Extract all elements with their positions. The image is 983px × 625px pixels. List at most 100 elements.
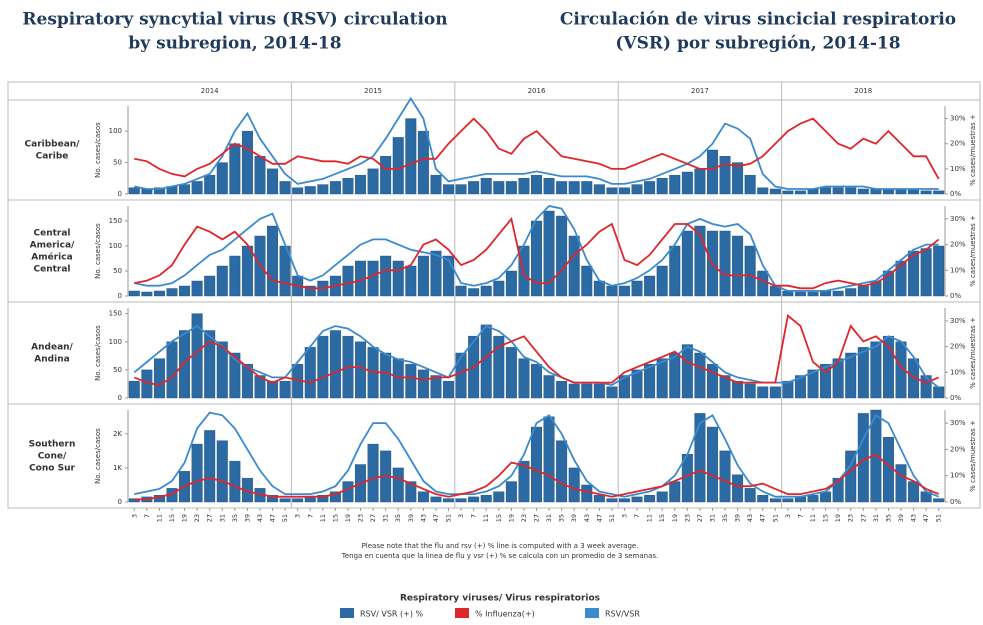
bar xyxy=(405,265,417,297)
line-series xyxy=(133,324,940,389)
bar xyxy=(505,347,517,399)
bar xyxy=(908,250,920,297)
bar xyxy=(694,168,706,195)
bar xyxy=(606,386,618,399)
bar xyxy=(480,494,492,503)
bar xyxy=(669,174,681,195)
x-tick-label: 23 xyxy=(847,514,855,522)
bar xyxy=(531,364,542,399)
bar xyxy=(518,178,530,195)
bar xyxy=(179,285,191,297)
bar xyxy=(229,255,241,297)
bar xyxy=(681,171,693,195)
bar xyxy=(417,130,429,195)
bar xyxy=(782,498,794,503)
bar xyxy=(392,137,404,195)
y2-tick-label: 0% xyxy=(950,190,961,198)
y-tick-label: 50 xyxy=(113,366,122,374)
bar xyxy=(543,375,555,399)
bar xyxy=(204,330,216,399)
bar xyxy=(832,187,844,195)
x-tick-label: 19 xyxy=(671,514,679,522)
x-tick-label: 35 xyxy=(721,514,729,522)
bar xyxy=(581,383,593,399)
bar xyxy=(882,437,894,503)
bar xyxy=(229,352,241,399)
x-tick-label: 47 xyxy=(269,514,277,522)
bar xyxy=(317,494,329,503)
bar xyxy=(128,187,140,195)
bar xyxy=(329,330,341,399)
bar xyxy=(757,386,769,399)
bar xyxy=(292,498,304,503)
x-tick-label: 3 xyxy=(784,514,792,518)
bar xyxy=(493,280,505,297)
bar xyxy=(769,188,781,195)
x-tick-label: 27 xyxy=(696,514,704,522)
bar xyxy=(732,474,744,503)
bar xyxy=(367,443,379,503)
x-tick-label: 31 xyxy=(708,514,716,522)
bar xyxy=(216,341,228,399)
bar xyxy=(216,440,228,503)
panel-label: Andina xyxy=(34,355,69,365)
bar xyxy=(794,496,806,503)
bar xyxy=(631,369,643,399)
bar xyxy=(782,380,794,399)
x-tick-label: 51 xyxy=(771,514,779,522)
y-tick-label: 50 xyxy=(113,267,122,275)
bar xyxy=(191,181,203,195)
bar xyxy=(644,494,656,503)
line-series xyxy=(134,96,939,190)
bar xyxy=(556,380,568,399)
bar xyxy=(455,352,467,399)
bar xyxy=(392,358,404,399)
x-tick-label: 23 xyxy=(520,514,528,522)
bar xyxy=(719,230,731,297)
x-tick-label: 7 xyxy=(306,514,314,518)
bar xyxy=(430,250,442,297)
bar xyxy=(392,467,404,503)
bar xyxy=(619,187,630,195)
bar xyxy=(857,347,869,399)
x-tick-label: 43 xyxy=(746,514,754,522)
x-tick-label: 15 xyxy=(168,514,176,522)
bar xyxy=(455,184,467,195)
bar xyxy=(581,181,593,195)
bar xyxy=(845,288,857,297)
panel-label: América xyxy=(31,252,72,263)
bar xyxy=(581,484,593,503)
bar xyxy=(518,358,530,399)
bar xyxy=(216,162,228,195)
bar xyxy=(732,380,744,399)
bar xyxy=(606,285,618,297)
y2-axis-label: % cases/muestras + xyxy=(969,420,977,492)
x-tick-label: 31 xyxy=(218,514,226,522)
bar xyxy=(543,178,555,195)
x-tick-label: 11 xyxy=(809,514,817,522)
bar xyxy=(719,375,731,399)
y2-tick-label: 0% xyxy=(950,498,961,506)
bar xyxy=(644,275,656,297)
panel-label: Southern xyxy=(29,440,76,450)
bar xyxy=(342,481,354,503)
y-tick-label: 0 xyxy=(118,190,122,198)
x-tick-label: 39 xyxy=(407,514,415,522)
y2-tick-label: 0% xyxy=(950,292,961,300)
frame xyxy=(7,81,981,509)
y2-axis-label: % cases/muestras + xyxy=(969,114,977,186)
bar xyxy=(706,364,718,399)
x-tick-label: 15 xyxy=(822,514,830,522)
bar xyxy=(619,498,630,503)
bar xyxy=(518,245,530,297)
bar xyxy=(669,245,681,297)
bar xyxy=(304,496,316,503)
bar xyxy=(279,498,291,503)
bar xyxy=(531,220,542,297)
x-tick-label: 11 xyxy=(482,514,490,522)
bar xyxy=(241,364,253,399)
x-tick-label: 19 xyxy=(507,514,515,522)
bar xyxy=(279,181,291,195)
x-tick-label: 51 xyxy=(281,514,289,522)
